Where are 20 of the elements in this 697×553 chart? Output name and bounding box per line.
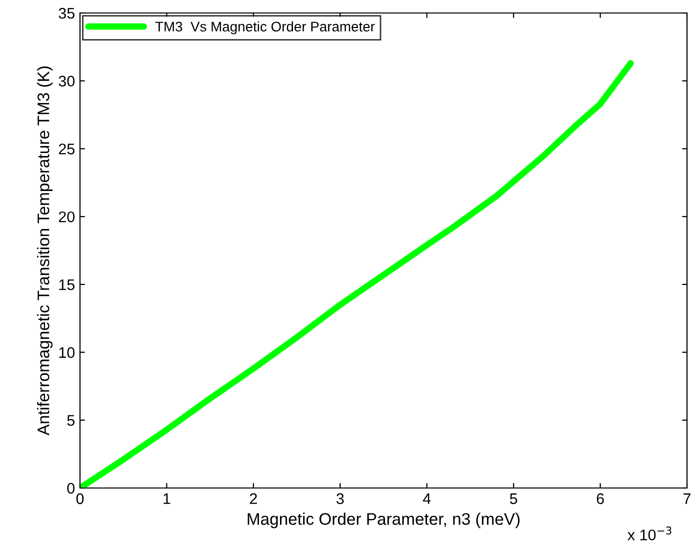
y-tick-label: 20 xyxy=(58,211,75,222)
y-tick-label: 25 xyxy=(58,144,74,154)
x-tick-label: 4 xyxy=(422,493,431,504)
x-tick-label: 2 xyxy=(250,493,257,504)
legend-label: TM3 Vs Magnetic Order Parameter xyxy=(155,21,375,34)
y-tick-label: 0 xyxy=(67,482,75,494)
y-tick-label: 10 xyxy=(59,347,75,358)
x-tick-label: 0 xyxy=(76,493,84,504)
y-axis-title: Antiferromagnetic Transition Temperature TM3 (K) xyxy=(37,66,53,436)
x-tick-label: 3 xyxy=(336,493,344,504)
y-tick-label: 35 xyxy=(58,8,74,19)
x-tick-label: 1 xyxy=(164,493,170,504)
y-tick-label: 30 xyxy=(58,76,75,87)
x-axis-title: Magnetic Order Parameter, n3 (meV) xyxy=(248,512,520,528)
y-tick-label: 5 xyxy=(67,415,74,426)
y-tick-label: 15 xyxy=(59,279,74,290)
x-tick-label: 7 xyxy=(684,493,690,504)
x-tick-label: 5 xyxy=(510,493,518,504)
text: x 10$^{−3}$ xyxy=(628,526,672,540)
x-tick-label: 6 xyxy=(596,493,604,504)
